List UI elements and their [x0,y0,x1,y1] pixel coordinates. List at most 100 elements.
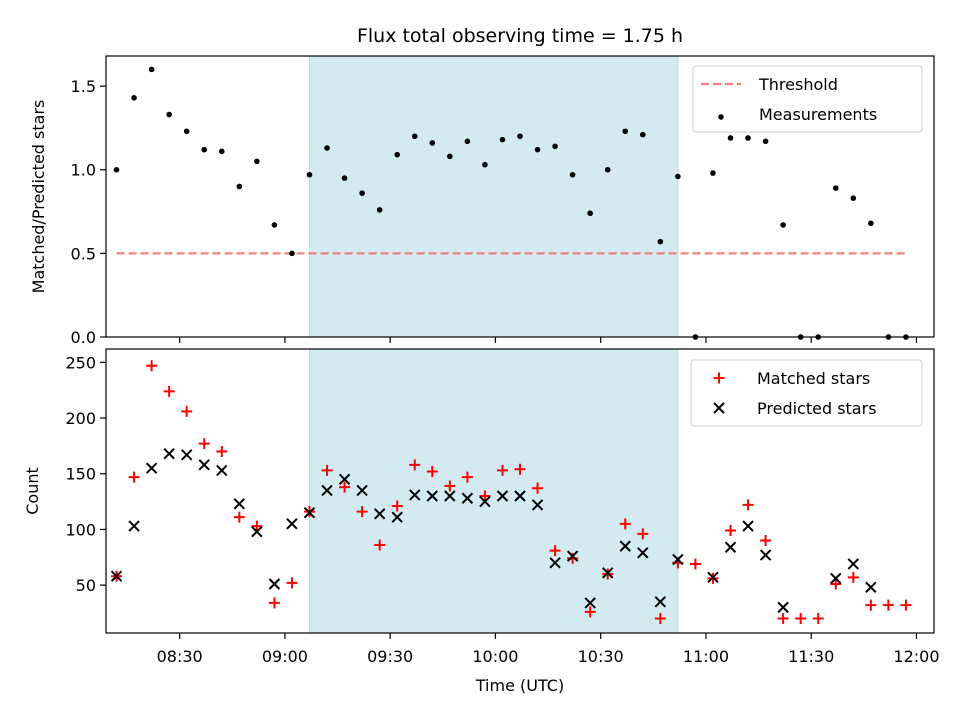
matched-star-point [882,599,894,611]
matched-star-point [321,464,333,476]
y-tick-label: 0.0 [71,328,96,347]
matched-star-point [496,464,508,476]
predicted-star-point [847,558,860,570]
chart-title: Flux total observing time = 1.75 h [357,25,683,47]
matched-star-point [865,599,877,611]
predicted-star-point [672,553,684,566]
x-axis-ticks-bottom: 08:30 09:00 09:30 10:00 10:30 11:00 11:30 12:00 [157,633,940,666]
measurement-point [429,140,436,146]
predicted-star-point [637,547,649,559]
measurement-point [376,207,383,213]
predicted-star-point [286,518,298,530]
y-tick-label: 0.5 [71,244,96,263]
measurement-point [359,190,365,196]
matched-star-point [532,482,544,494]
x-tick-label: 11:00 [683,647,729,666]
predicted-star-point [549,557,561,569]
y-tick-label: 1.0 [71,161,96,180]
matched-star-point [479,490,491,502]
predicted-star-point [251,525,263,538]
matched-star-point [146,360,158,372]
measurement-point [604,166,611,173]
measurement-point [236,183,243,190]
measurement-point [569,171,576,178]
x-tick-label: 10:00 [472,647,518,666]
predicted-star-point [128,520,140,532]
predicted-star-point [830,572,842,585]
y-axis-label-top: Matched/Predicted stars [29,100,48,294]
predicted-star-point [654,596,667,608]
ratio-panel: 0.0 0.5 1.0 1.5 Matched/Predicted stars Thr… [29,55,935,347]
predicted-star-point [338,473,351,486]
predicted-star-point [163,447,175,460]
measurement-point [727,135,734,141]
matched-star-point [637,528,649,540]
measurement-point [324,145,330,151]
x-tick-label: 09:00 [262,647,308,666]
measurement-point [482,161,488,168]
measurement-point [131,95,137,101]
predicted-star-point [865,581,877,594]
matched-star-point [847,571,859,583]
measurement-point [850,195,857,201]
matched-star-point [689,558,701,570]
matched-star-point [286,577,298,589]
x-tick-label: 11:30 [788,647,834,666]
matched-star-point [409,459,421,471]
matched-star-point [725,525,737,537]
predicted-star-point [777,601,789,614]
predicted-star-point [619,540,631,552]
x-tick-label: 08:30 [157,647,203,666]
predicted-star-point [742,520,754,532]
measurement-point [639,131,646,138]
y-axis-label-bottom: Count [23,467,42,515]
legend-label: Threshold [758,75,838,94]
matched-star-point [654,613,666,625]
predicted-star-point [409,489,421,501]
measurement-point [183,128,190,135]
predicted-star-point [216,464,228,477]
predicted-star-point [479,495,491,508]
matched-star-point [760,535,772,547]
matched-star-point [812,613,824,625]
legend-label: Predicted stars [757,399,877,418]
predicted-star-point [110,570,123,582]
measurement-point [341,175,348,181]
matched-star-point [795,613,807,625]
matched-star-point [426,466,438,478]
matched-star-point [216,445,228,457]
measurement-point [166,111,172,118]
matched-star-point [128,471,140,483]
legend-label: Matched stars [757,369,870,388]
matched-star-point [339,481,351,493]
y-tick-label: 150 [65,465,96,484]
measurement-point [517,133,523,140]
x-tick-label: 12:00 [893,647,939,666]
measurement-point [411,133,418,140]
measurement-point [552,143,558,150]
predicted-star-point [444,490,456,502]
legend-handle [718,114,724,120]
legend-label: Measurements [759,105,877,124]
predicted-star-point [602,567,614,579]
plot-frame-top [105,55,935,338]
matched-star-point [461,471,473,483]
y-tick-label: 200 [65,409,96,428]
legend-handle [713,402,725,414]
measurement-point [464,138,471,145]
predicted-star-point [198,459,210,471]
predicted-star-point [566,550,579,562]
matched-star-point [584,606,596,618]
predicted-star-point [268,578,281,590]
predicted-stars-points [110,447,877,614]
matched-star-point [444,480,456,492]
measurement-point [762,138,769,145]
matched-star-point [549,545,561,557]
predicted-star-point [461,492,474,504]
predicted-star-point [584,597,596,609]
measurement-point [657,238,664,245]
measurement-point [218,148,225,155]
matched-star-point [567,552,579,564]
matched-star-point [830,578,842,590]
